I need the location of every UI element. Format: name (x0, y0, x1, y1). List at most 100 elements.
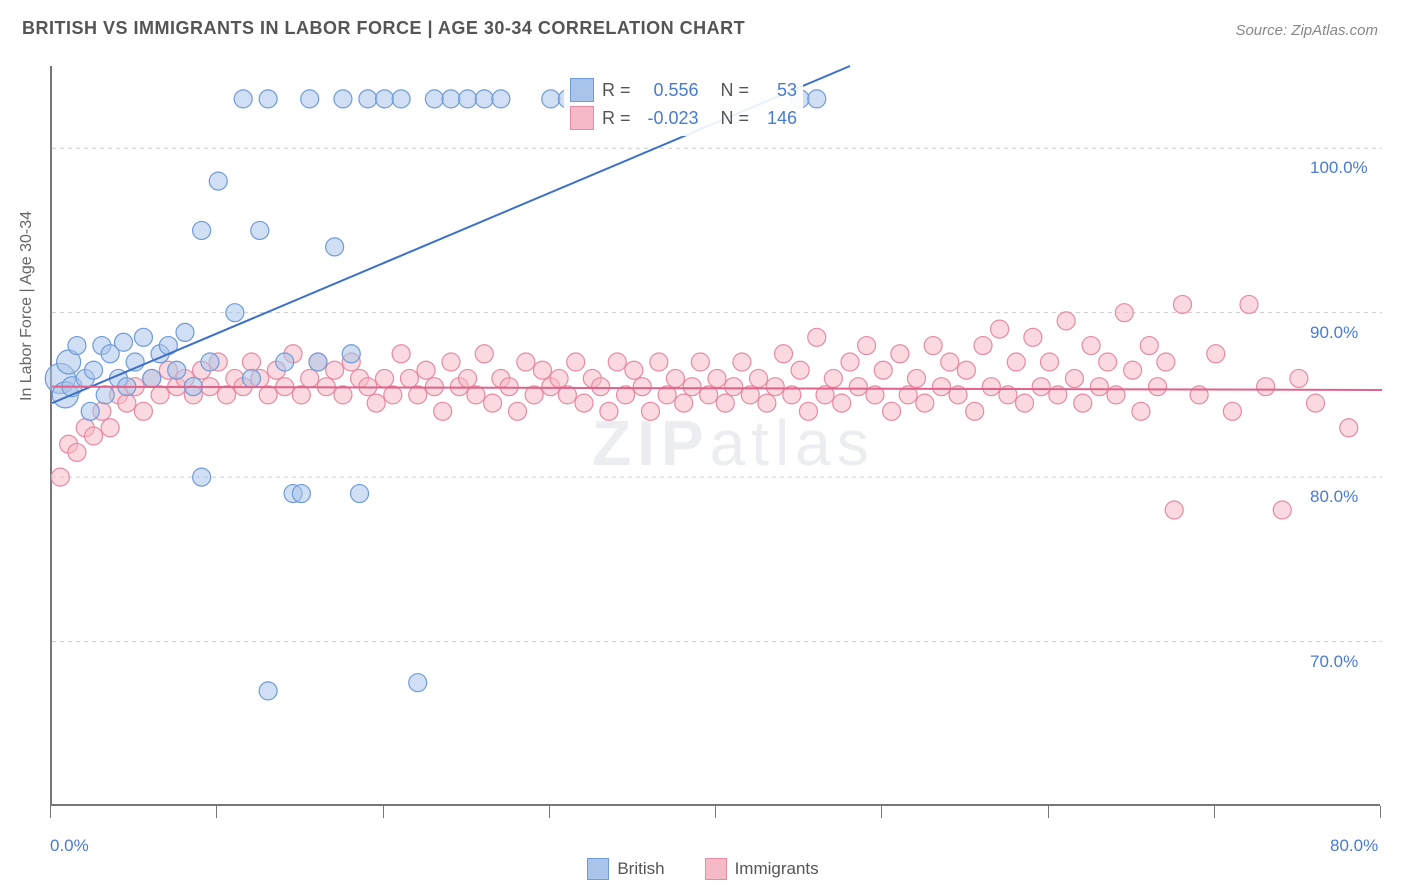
scatter-point (808, 90, 826, 108)
scatter-point (351, 485, 369, 503)
scatter-point (1016, 394, 1034, 412)
scatter-point (51, 468, 69, 486)
scatter-point (376, 369, 394, 387)
scatter-point (409, 674, 427, 692)
scatter-point (168, 361, 186, 379)
scatter-point (1149, 378, 1167, 396)
legend-swatch-british (587, 858, 609, 880)
scatter-point (334, 386, 352, 404)
legend-label-immigrants: Immigrants (735, 859, 819, 879)
scatter-point (517, 353, 535, 371)
scatter-point (858, 337, 876, 355)
scatter-point (567, 353, 585, 371)
scatter-point (484, 394, 502, 412)
scatter-point (151, 386, 169, 404)
scatter-point (334, 90, 352, 108)
scatter-point (550, 369, 568, 387)
scatter-point (475, 90, 493, 108)
scatter-point (475, 345, 493, 363)
scatter-point (849, 378, 867, 396)
scatter-point (957, 361, 975, 379)
scatter-point (991, 320, 1009, 338)
scatter-point (932, 378, 950, 396)
y-tick-label: 70.0% (1310, 652, 1358, 672)
stats-row-british: R = 0.556 N = 53 (570, 76, 797, 104)
scatter-point (766, 378, 784, 396)
scatter-point (1223, 402, 1241, 420)
scatter-point (425, 90, 443, 108)
scatter-point (342, 345, 360, 363)
scatter-point (96, 386, 114, 404)
scatter-point (85, 427, 103, 445)
scatter-point (226, 304, 244, 322)
scatter-point (392, 90, 410, 108)
scatter-point (758, 394, 776, 412)
scatter-point (891, 345, 909, 363)
scatter-point (1257, 378, 1275, 396)
scatter-point (666, 369, 684, 387)
scatter-point (575, 394, 593, 412)
scatter-point (650, 353, 668, 371)
scatter-point (982, 378, 1000, 396)
scatter-point (791, 361, 809, 379)
scatter-point (193, 221, 211, 239)
scatter-point (916, 394, 934, 412)
scatter-point (259, 682, 277, 700)
scatter-point (908, 369, 926, 387)
scatter-point (1174, 295, 1192, 313)
scatter-point (1115, 304, 1133, 322)
correlation-chart: BRITISH VS IMMIGRANTS IN LABOR FORCE | A… (0, 0, 1406, 892)
stats-r-british: 0.556 (639, 80, 699, 101)
scatter-point (1207, 345, 1225, 363)
stats-n-british: 53 (757, 80, 797, 101)
scatter-point (243, 353, 261, 371)
scatter-point (409, 386, 427, 404)
scatter-point (1273, 501, 1291, 519)
scatter-point (276, 353, 294, 371)
scatter-point (384, 386, 402, 404)
scatter-point (459, 90, 477, 108)
scatter-point (725, 378, 743, 396)
scatter-point (326, 361, 344, 379)
x-tick-label: 80.0% (1330, 836, 1378, 856)
scatter-point (259, 386, 277, 404)
scatter-point (1099, 353, 1117, 371)
scatter-point (251, 221, 269, 239)
scatter-point (841, 353, 859, 371)
stats-r-label: R = (602, 108, 631, 129)
scatter-point (459, 369, 477, 387)
scatter-point (134, 402, 152, 420)
scatter-point (1165, 501, 1183, 519)
scatter-point (608, 353, 626, 371)
scatter-point (301, 369, 319, 387)
scatter-point (1007, 353, 1025, 371)
scatter-point (243, 369, 261, 387)
scatter-point (259, 90, 277, 108)
scatter-point (966, 402, 984, 420)
scatter-point (592, 378, 610, 396)
scatter-point (1082, 337, 1100, 355)
scatter-point (101, 419, 119, 437)
y-tick-label: 80.0% (1310, 487, 1358, 507)
scatter-point (883, 402, 901, 420)
scatter-point (642, 402, 660, 420)
scatter-point (114, 333, 132, 351)
x-tick-label: 0.0% (50, 836, 89, 856)
legend-label-british: British (617, 859, 664, 879)
scatter-point (367, 394, 385, 412)
scatter-point (775, 345, 793, 363)
scatter-point (234, 90, 252, 108)
scatter-point (1340, 419, 1358, 437)
plot-svg (52, 66, 1380, 804)
stats-swatch-british (570, 78, 594, 102)
scatter-point (1157, 353, 1175, 371)
stats-box: R = 0.556 N = 53 R = -0.023 N = 146 (564, 72, 803, 136)
stats-n-label: N = (721, 80, 750, 101)
scatter-point (176, 323, 194, 341)
y-tick-label: 100.0% (1310, 158, 1368, 178)
scatter-point (1124, 361, 1142, 379)
scatter-point (81, 402, 99, 420)
scatter-point (68, 443, 86, 461)
scatter-point (533, 361, 551, 379)
legend-item-immigrants: Immigrants (705, 858, 819, 880)
